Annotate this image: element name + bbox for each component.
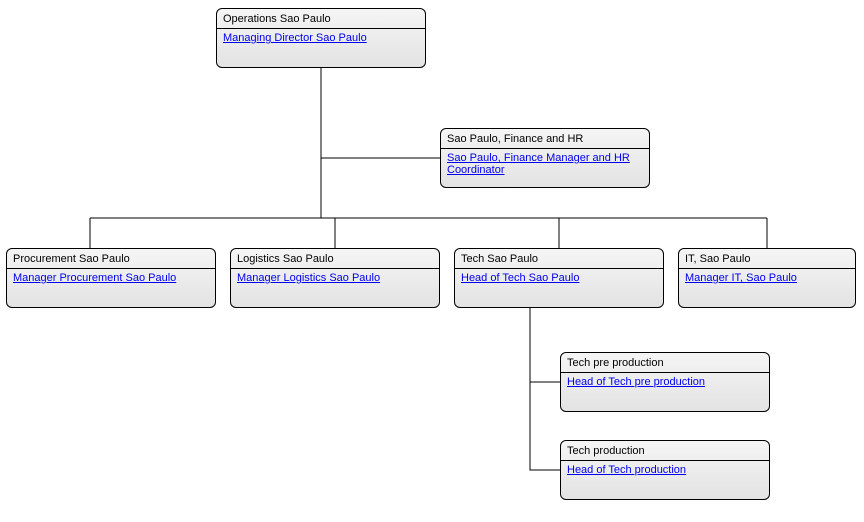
node-finance-hr: Sao Paulo, Finance and HR Sao Paulo, Fin… xyxy=(440,128,650,188)
node-tech-prod: Tech production Head of Tech production xyxy=(560,440,770,500)
node-title: Logistics Sao Paulo xyxy=(231,249,439,269)
node-role: Manager Logistics Sao Paulo xyxy=(231,269,439,288)
node-role: Sao Paulo, Finance Manager and HR Coordi… xyxy=(441,149,649,180)
role-link-procurement[interactable]: Manager Procurement Sao Paulo xyxy=(13,272,176,284)
node-role: Manager Procurement Sao Paulo xyxy=(7,269,215,288)
node-title: IT, Sao Paulo xyxy=(679,249,855,269)
node-title: Tech Sao Paulo xyxy=(455,249,663,269)
node-operations: Operations Sao Paulo Managing Director S… xyxy=(216,8,426,68)
org-chart-canvas: Operations Sao Paulo Managing Director S… xyxy=(0,0,864,522)
node-tech: Tech Sao Paulo Head of Tech Sao Paulo xyxy=(454,248,664,308)
role-link-logistics[interactable]: Manager Logistics Sao Paulo xyxy=(237,272,380,284)
role-link-tech-prod[interactable]: Head of Tech production xyxy=(567,464,686,476)
node-title: Tech pre production xyxy=(561,353,769,373)
node-role: Manager IT, Sao Paulo xyxy=(679,269,855,288)
role-link-it[interactable]: Manager IT, Sao Paulo xyxy=(685,272,797,284)
node-role: Head of Tech production xyxy=(561,461,769,480)
node-it: IT, Sao Paulo Manager IT, Sao Paulo xyxy=(678,248,856,308)
node-title: Operations Sao Paulo xyxy=(217,9,425,29)
node-title: Sao Paulo, Finance and HR xyxy=(441,129,649,149)
role-link-operations[interactable]: Managing Director Sao Paulo xyxy=(223,32,367,44)
role-link-finance-hr[interactable]: Sao Paulo, Finance Manager and HR Coordi… xyxy=(447,152,630,176)
node-title: Tech production xyxy=(561,441,769,461)
role-link-tech-pre[interactable]: Head of Tech pre production xyxy=(567,376,705,388)
node-tech-pre: Tech pre production Head of Tech pre pro… xyxy=(560,352,770,412)
node-title: Procurement Sao Paulo xyxy=(7,249,215,269)
node-role: Head of Tech Sao Paulo xyxy=(455,269,663,288)
node-logistics: Logistics Sao Paulo Manager Logistics Sa… xyxy=(230,248,440,308)
role-link-tech[interactable]: Head of Tech Sao Paulo xyxy=(461,272,579,284)
node-role: Head of Tech pre production xyxy=(561,373,769,392)
node-role: Managing Director Sao Paulo xyxy=(217,29,425,48)
node-procurement: Procurement Sao Paulo Manager Procuremen… xyxy=(6,248,216,308)
